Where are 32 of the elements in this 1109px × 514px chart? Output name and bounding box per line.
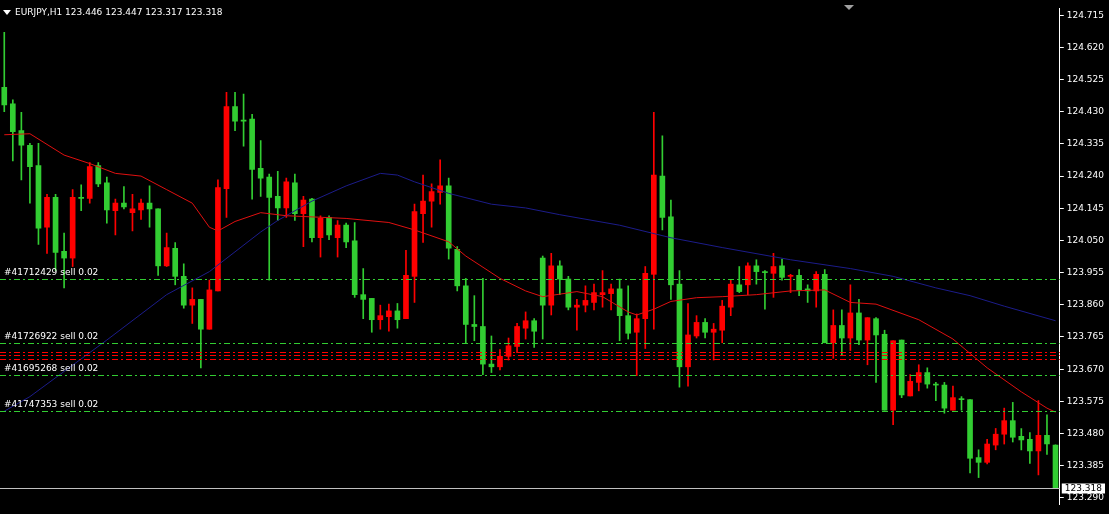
y-tick-label: 124.525: [1066, 73, 1104, 84]
candlestick: [1018, 428, 1025, 451]
candlestick: [78, 184, 85, 211]
ref-line-label: #41726922 sell 0.02: [4, 331, 99, 342]
candlestick: [574, 299, 580, 331]
y-tick-label: 124.335: [1066, 138, 1104, 149]
candlestick: [420, 174, 426, 243]
y-tick-label: 123.480: [1066, 427, 1105, 438]
y-tick-label: 123.765: [1066, 331, 1104, 342]
ref-line-label: #41695268 sell 0.02: [4, 363, 99, 374]
y-tick-label: 124.715: [1066, 9, 1104, 20]
y-tick-label: 123.290: [1066, 492, 1105, 503]
y-tick-label: 124.050: [1066, 234, 1105, 245]
y-tick-label: 123.955: [1066, 266, 1104, 277]
candlestick: [1, 32, 8, 113]
ref-line-label: #41747353 sell 0.02: [4, 399, 99, 410]
y-tick-label: 123.575: [1066, 395, 1104, 406]
y-tick-label: 123.385: [1066, 460, 1104, 471]
y-tick-label: 124.145: [1066, 202, 1104, 213]
candlestick: [257, 140, 264, 197]
candlestick: [121, 186, 127, 210]
y-tick-label: 123.670: [1066, 363, 1105, 374]
y-tick-label: 124.620: [1066, 41, 1105, 52]
y-tick-label: 124.430: [1066, 106, 1105, 117]
y-tick-label: 124.240: [1066, 170, 1105, 181]
text: 123.318: [1064, 482, 1103, 493]
candlestick: [386, 303, 392, 332]
candlestick: [189, 287, 196, 324]
y-tick-label: 123.860: [1066, 299, 1105, 310]
candlestick: [1044, 414, 1050, 455]
candlestick: [377, 304, 384, 330]
chart-title: EURJPY,H1 123.446 123.447 123.317 123.318: [15, 7, 223, 17]
